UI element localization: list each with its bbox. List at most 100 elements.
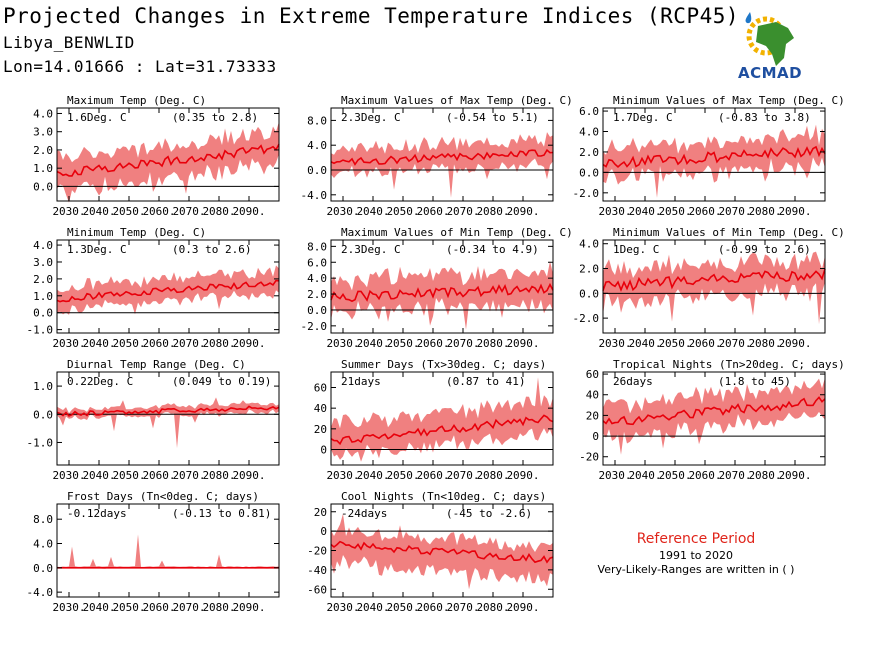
x-tick-label: 2090. <box>506 469 539 482</box>
x-tick-label: 2030. <box>598 469 631 482</box>
ensemble-mean-line <box>330 148 554 166</box>
x-tick-label: 2090. <box>506 601 539 614</box>
chart-panel: 1.0 0.0 -1.0 2030.2040.2050.2060.2070.2080.… <box>27 358 280 482</box>
change-value: 1Deg. C <box>613 243 659 256</box>
y-tick-label: 1.0 <box>33 380 53 393</box>
x-tick-label: 2060. <box>142 469 175 482</box>
location-name: Libya_BENWLID <box>3 33 135 52</box>
chart-title: Cool Nights (Tn<10deg. C; days) <box>341 490 546 503</box>
chart-panel: 8.04.00.0-4.02030.2040.2050.2060.2070.20… <box>27 490 280 614</box>
plot-frame <box>56 107 280 202</box>
likely-range: (-45 to -2.6) <box>446 507 532 520</box>
x-tick-label: 2090. <box>778 469 811 482</box>
y-tick-label: -2.0 <box>573 187 600 200</box>
y-tick-label: 8.0 <box>307 114 327 127</box>
y-tick-label: 0.0 <box>33 307 53 320</box>
reference-period-years: 1991 to 2020 <box>658 549 734 562</box>
x-tick-label: 2080. <box>476 205 509 218</box>
x-tick-label: 2060. <box>688 469 721 482</box>
ensemble-mean-line <box>330 414 554 446</box>
y-tick-label: -4.0 <box>27 586 54 599</box>
x-tick-label: 2090. <box>232 205 265 218</box>
chart-title: Frost Days (Tn<0deg. C; days) <box>67 490 259 503</box>
chart-title: Maximum Values of Min Temp (Deg. C) <box>341 226 573 239</box>
x-tick-label: 2080. <box>476 601 509 614</box>
y-tick-label: 0.0 <box>579 287 599 300</box>
x-tick-label: 2060. <box>416 205 449 218</box>
plot-frame <box>330 107 554 202</box>
x-tick-label: 2050. <box>112 601 145 614</box>
ensemble-mean-line <box>56 279 280 303</box>
chart-title: Minimum Values of Max Temp (Deg. C) <box>613 94 845 107</box>
y-tick-label: 1.0 <box>33 162 53 175</box>
y-tick-label: 60 <box>314 382 327 395</box>
x-tick-label: 2030. <box>52 205 85 218</box>
x-tick-label: 2080. <box>202 601 235 614</box>
x-tick-label: 2090. <box>506 337 539 350</box>
x-tick-label: 2050. <box>386 205 419 218</box>
x-tick-label: 2040. <box>356 469 389 482</box>
page-title: Projected Changes in Extreme Temperature… <box>3 4 740 28</box>
y-tick-label: 20 <box>314 506 327 519</box>
y-tick-label: 8.0 <box>307 240 327 253</box>
y-tick-label: 2.0 <box>579 263 599 276</box>
range-band <box>57 534 279 569</box>
change-value: 0.22Deg. C <box>67 375 133 388</box>
ensemble-mean-line <box>602 268 826 292</box>
x-tick-label: 2070. <box>172 601 205 614</box>
y-tick-label: 0.0 <box>33 180 53 193</box>
y-tick-label: -1.0 <box>27 324 54 337</box>
x-tick-label: 2050. <box>112 205 145 218</box>
x-tick-label: 2070. <box>446 469 479 482</box>
x-tick-label: 2050. <box>112 337 145 350</box>
ensemble-mean-line <box>330 282 554 303</box>
x-tick-label: 2050. <box>112 469 145 482</box>
likely-range: (-0.99 to 2.6) <box>718 243 811 256</box>
chart-panel: 8.06.04.02.00.0-2.02030.2040.2050.2060.2… <box>301 226 573 350</box>
range-band <box>331 261 553 330</box>
plot-frame <box>56 371 280 466</box>
x-tick-label: 2080. <box>476 337 509 350</box>
range-band <box>603 251 825 325</box>
chart-title: Maximum Temp (Deg. C) <box>67 94 206 107</box>
ensemble-mean-line <box>602 145 826 168</box>
x-tick-label: 2080. <box>748 469 781 482</box>
x-tick-label: 2040. <box>628 469 661 482</box>
x-tick-label: 2090. <box>778 205 811 218</box>
x-tick-label: 2050. <box>386 469 419 482</box>
x-tick-label: 2040. <box>628 337 661 350</box>
y-tick-label: 40 <box>314 402 327 415</box>
x-tick-label: 2070. <box>446 337 479 350</box>
y-tick-label: 0.0 <box>579 166 599 179</box>
range-band <box>603 377 825 455</box>
x-tick-label: 2090. <box>232 337 265 350</box>
x-tick-label: 2040. <box>356 601 389 614</box>
chart-panel: 8.04.00.0-4.02030.2040.2050.2060.2070.20… <box>301 94 573 218</box>
likely-range: (-0.54 to 5.1) <box>446 111 539 124</box>
y-tick-label: 20 <box>314 423 327 436</box>
chart-panel: 4.03.02.01.00.0-1.02030.2040.2050.2060.2… <box>27 226 280 350</box>
change-value: 1.7Deg. C <box>613 111 673 124</box>
change-value: 26days <box>613 375 653 388</box>
likely-range: (0.3 to 2.6) <box>172 243 251 256</box>
x-tick-label: 2050. <box>658 205 691 218</box>
x-tick-label: 2070. <box>718 337 751 350</box>
chart-panel: 4.02.00.0-2.02030.2040.2050.2060.2070.20… <box>573 226 845 350</box>
y-tick-label: 4.0 <box>579 238 599 251</box>
change-value: -0.12days <box>67 507 127 520</box>
plot-frame <box>330 239 554 334</box>
range-band <box>331 377 553 462</box>
x-tick-label: 2060. <box>688 337 721 350</box>
chart-panel: 6.0 4.0 2.0 0.0 -2.0 2030.2040.2050.2060.2070… <box>573 94 845 218</box>
x-tick-label: 2030. <box>326 337 359 350</box>
range-band <box>57 265 279 315</box>
change-value: 2.3Deg. C <box>341 111 401 124</box>
coordinates: Lon=14.01666 : Lat=31.73333 <box>3 57 277 76</box>
x-tick-label: 2070. <box>172 469 205 482</box>
x-tick-label: 2030. <box>598 205 631 218</box>
y-tick-label: 6.0 <box>307 256 327 269</box>
x-tick-label: 2070. <box>718 205 751 218</box>
x-tick-label: 2080. <box>476 469 509 482</box>
x-tick-label: 2040. <box>82 469 115 482</box>
x-tick-label: 2030. <box>52 601 85 614</box>
